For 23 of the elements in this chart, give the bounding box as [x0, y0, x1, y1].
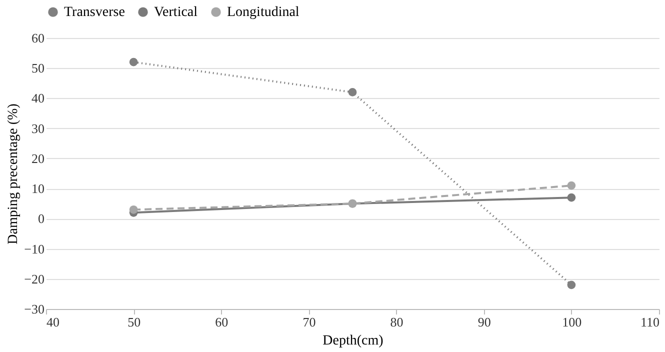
y-axis-title: Damping precentage (%): [6, 103, 22, 244]
y-tick-label: 40: [32, 90, 44, 106]
y-tick-label: 10: [32, 181, 44, 196]
x-tick-label: 110: [640, 314, 660, 330]
y-tick-label: 20: [32, 150, 44, 166]
y-tick-label: −10: [24, 241, 44, 256]
y-tick-label: 0: [38, 211, 44, 226]
x-axis-title: Depth(cm): [322, 334, 384, 348]
x-tick-label: 50: [128, 314, 141, 330]
x-tick-label: 70: [302, 314, 316, 330]
x-tick-label: 40: [46, 314, 60, 330]
legend-label: Transverse: [64, 5, 125, 20]
y-tick-label: 60: [32, 30, 44, 46]
legend-label: Longitudinal: [227, 5, 300, 20]
x-tick-label: 80: [390, 314, 404, 330]
y-tick-label: −30: [24, 302, 44, 316]
x-tick-label: 90: [478, 314, 491, 330]
y-tick-label: −20: [24, 271, 44, 286]
legend-label: Vertical: [154, 5, 198, 20]
y-tick-label: 50: [32, 60, 44, 76]
x-tick-label: 100: [562, 314, 582, 330]
x-tick-label: 60: [215, 314, 228, 330]
y-tick-label: 30: [32, 120, 44, 136]
